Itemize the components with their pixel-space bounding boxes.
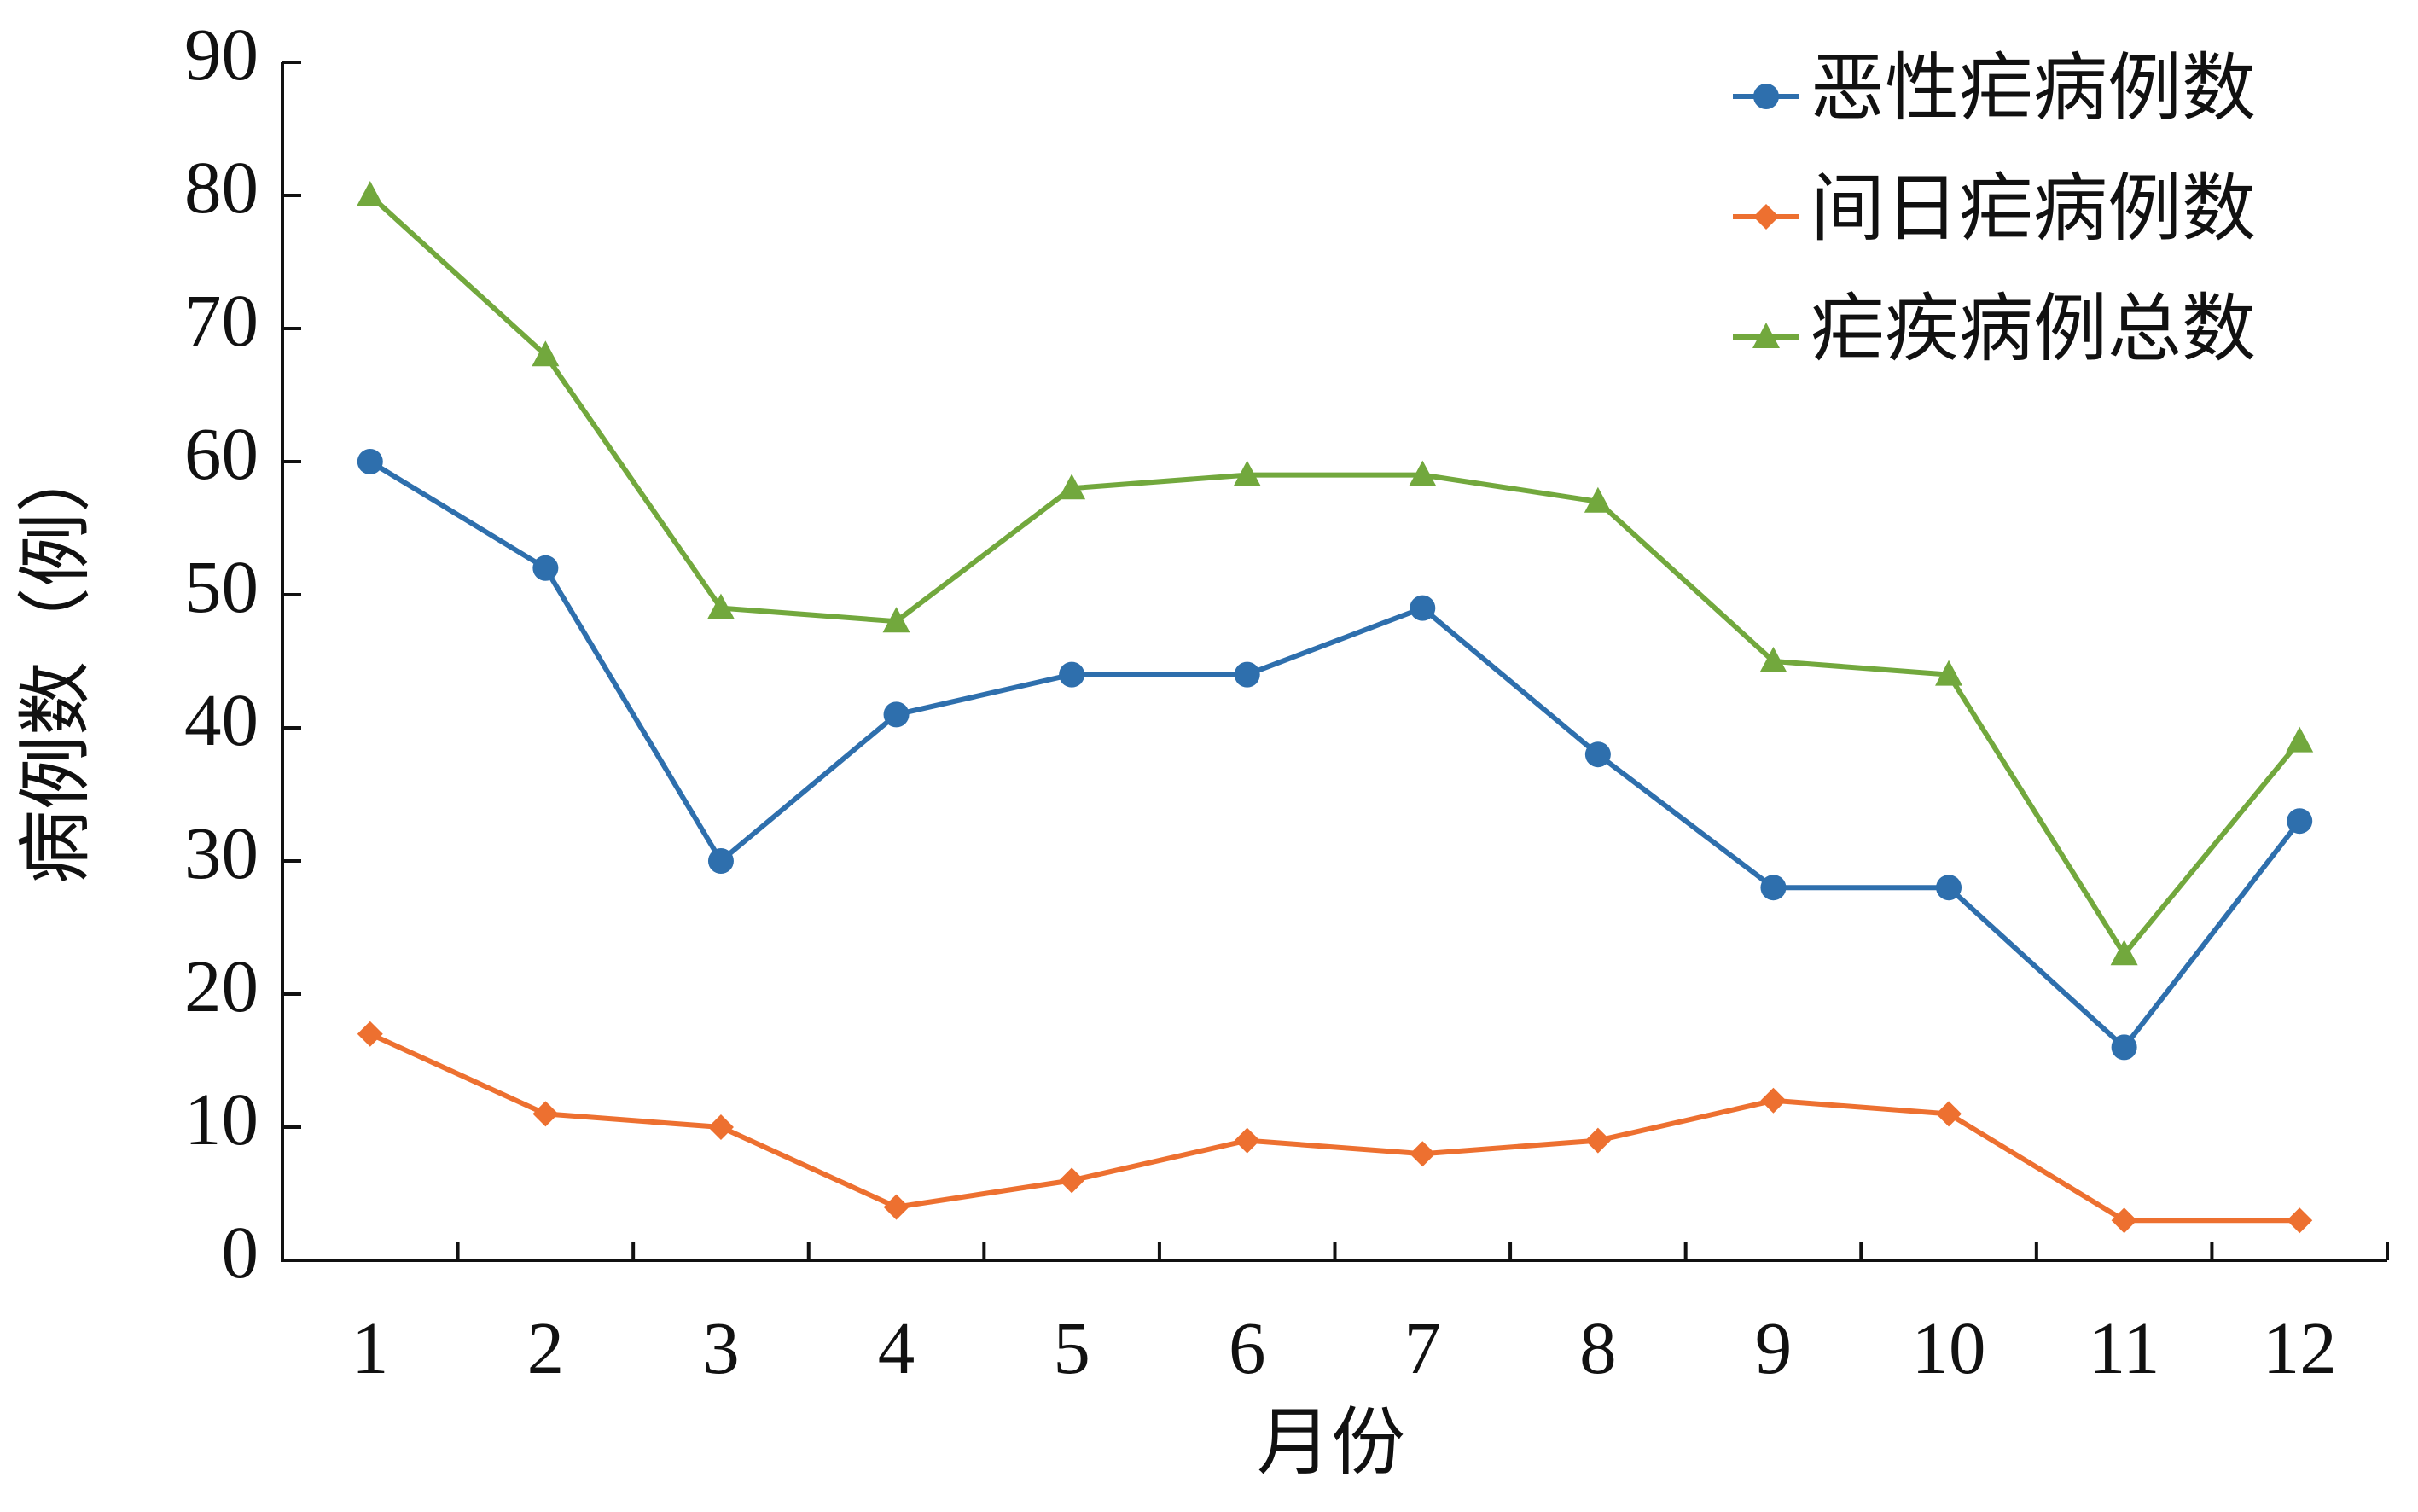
point	[1752, 323, 1780, 348]
point	[357, 1021, 383, 1047]
legend-label: 疟疾病例总数	[1811, 288, 2256, 370]
point	[1059, 1167, 1085, 1194]
x-tick-label: 9	[1755, 1306, 1793, 1389]
point	[2287, 1207, 2313, 1234]
y-tick-label: 20	[184, 945, 259, 1027]
point	[1760, 1087, 1787, 1114]
series-line	[369, 459, 2302, 1051]
point	[1409, 460, 1437, 486]
x-axis-title: 月份	[1257, 1401, 1405, 1484]
y-tick-label: 10	[184, 1078, 259, 1160]
point	[532, 340, 560, 367]
legend-label: 间日疟病例数	[1811, 167, 2256, 250]
point	[883, 1194, 910, 1220]
point	[1234, 661, 1260, 688]
series-line	[369, 1032, 2300, 1224]
x-tick-label: 2	[527, 1306, 565, 1389]
point	[1410, 595, 1436, 621]
x-tick-label: 3	[702, 1306, 740, 1389]
point	[883, 701, 910, 728]
point	[1584, 1127, 1611, 1154]
point	[2111, 1207, 2137, 1234]
point	[1234, 1127, 1260, 1154]
legend-label: 恶性疟病例数	[1811, 47, 2256, 130]
y-tick-label: 90	[184, 13, 259, 96]
x-tick-label: 5	[1053, 1306, 1090, 1389]
point	[2286, 726, 2314, 753]
x-tick-label: 12	[2263, 1306, 2337, 1389]
point	[2111, 1034, 2137, 1061]
y-axis-title: 病例数（例）	[15, 439, 97, 884]
point	[356, 181, 384, 206]
x-tick-label: 4	[878, 1306, 915, 1389]
point	[1935, 660, 1963, 686]
x-tick-label: 10	[1912, 1306, 1986, 1389]
point	[1753, 84, 1779, 109]
point	[2287, 808, 2313, 835]
x-tick-label: 7	[1404, 1306, 1442, 1389]
point	[532, 1101, 559, 1127]
series-line	[368, 193, 2302, 959]
point	[1233, 460, 1261, 486]
y-tick-label: 0	[222, 1211, 259, 1294]
y-tick-label: 40	[184, 678, 259, 761]
y-tick-label: 70	[184, 279, 259, 362]
point	[1753, 204, 1779, 230]
point	[1760, 875, 1787, 901]
point	[2110, 939, 2138, 966]
point	[1936, 875, 1962, 901]
point	[707, 1114, 734, 1140]
x-tick-label: 11	[2089, 1306, 2160, 1389]
point	[532, 555, 559, 581]
point	[357, 449, 383, 474]
point	[1936, 1101, 1962, 1127]
x-tick-label: 1	[352, 1306, 389, 1389]
point	[1584, 486, 1612, 513]
point	[707, 848, 734, 874]
y-tick-label: 80	[184, 146, 259, 229]
point	[1759, 647, 1787, 672]
point	[1584, 741, 1611, 768]
point	[706, 593, 735, 619]
point	[1059, 661, 1085, 688]
y-tick-label: 60	[184, 412, 259, 495]
point	[882, 607, 910, 633]
y-tick-label: 30	[184, 811, 259, 894]
point	[1058, 474, 1086, 500]
y-tick-label: 50	[184, 545, 259, 628]
x-tick-label: 6	[1229, 1306, 1266, 1389]
x-tick-label: 8	[1579, 1306, 1617, 1389]
point	[1410, 1141, 1436, 1167]
